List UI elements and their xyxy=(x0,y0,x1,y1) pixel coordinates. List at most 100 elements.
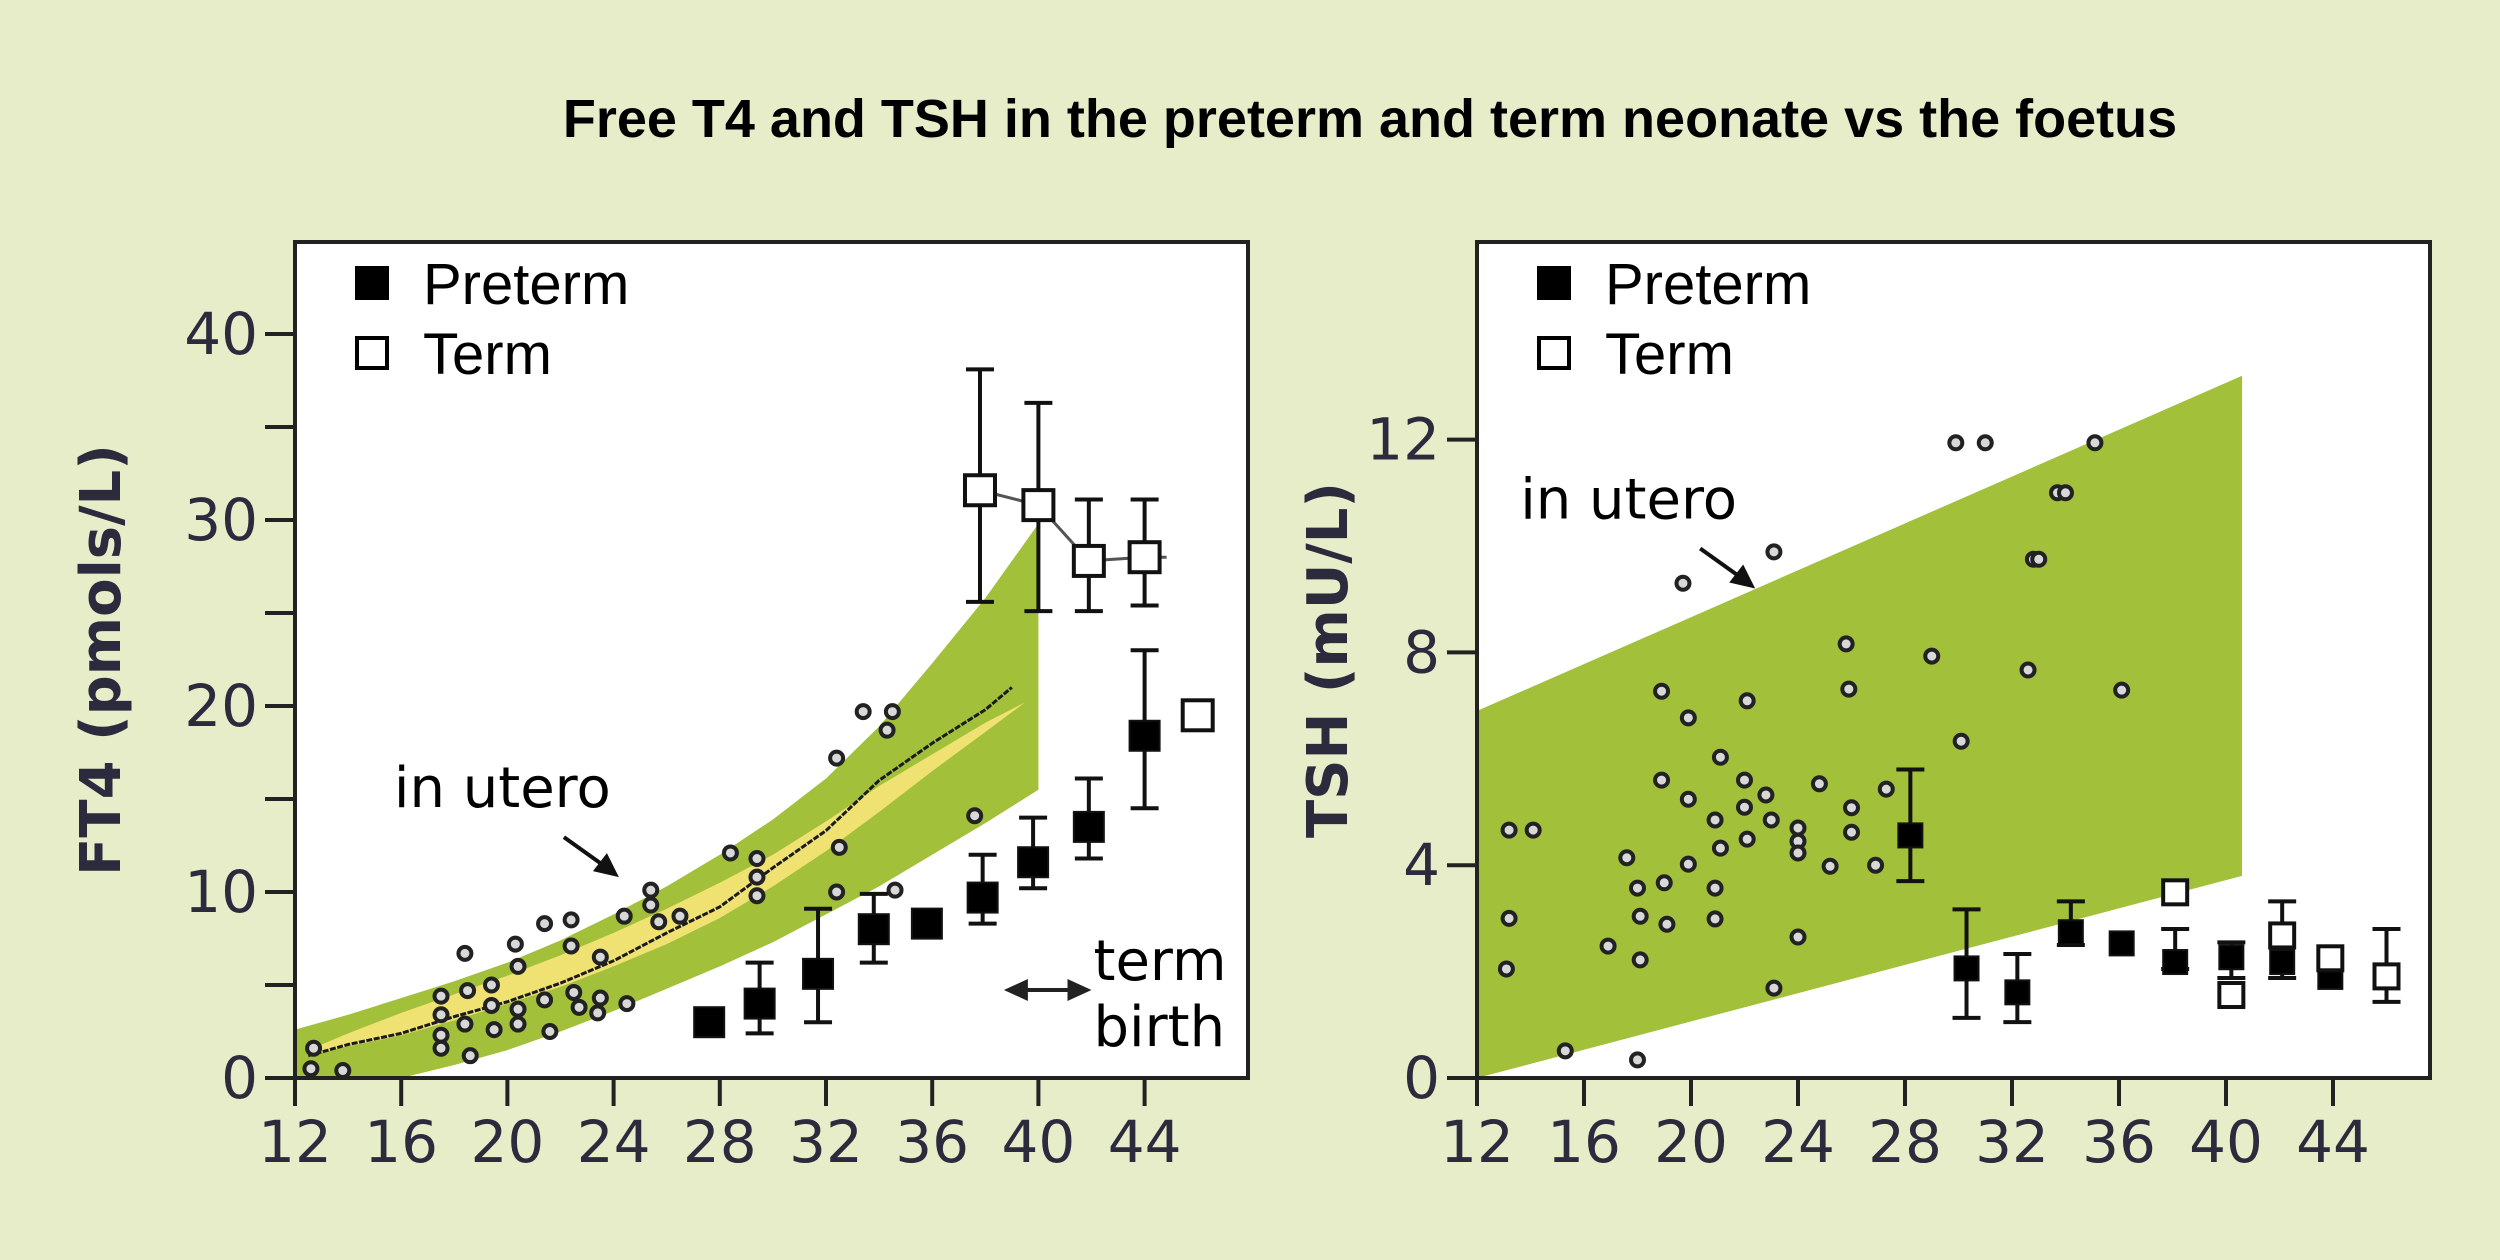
in-utero-point xyxy=(1952,732,1970,750)
in-utero-point xyxy=(1706,879,1724,897)
in-utero-median-curve xyxy=(307,686,1013,1058)
legend-label-preterm: Preterm xyxy=(423,252,629,317)
preterm-marker xyxy=(1953,955,1980,982)
y-axis-label: FT4 (pmols/L) xyxy=(69,444,134,876)
term-marker xyxy=(2372,962,2401,991)
in-utero-point xyxy=(485,1021,503,1039)
y-tick-label: 0 xyxy=(221,1044,258,1112)
term-marker xyxy=(2268,921,2297,950)
x-tick-label: 36 xyxy=(2082,1108,2156,1176)
term-birth-label-line1: term xyxy=(1094,929,1227,994)
in-utero-point xyxy=(459,982,477,1000)
in-utero-point xyxy=(1976,434,1994,452)
in-utero-point xyxy=(432,1039,450,1057)
in-utero-point xyxy=(1765,979,1783,997)
in-utero-point xyxy=(1631,907,1649,925)
in-utero-point xyxy=(615,907,633,925)
in-utero-point xyxy=(878,721,896,739)
in-utero-point xyxy=(1736,771,1753,789)
in-utero-point xyxy=(1877,780,1895,798)
preterm-marker xyxy=(802,957,835,990)
figure-title: Free T4 and TSH in the preterm and term … xyxy=(562,89,2178,149)
in-utero-point xyxy=(1762,811,1780,829)
in-utero-point xyxy=(1789,819,1807,837)
in-utero-point xyxy=(1789,844,1807,862)
in-utero-point xyxy=(305,1039,323,1057)
preterm-marker xyxy=(2218,944,2245,971)
in-utero-point xyxy=(2086,434,2104,452)
in-utero-point xyxy=(2057,484,2074,502)
preterm-marker xyxy=(743,987,776,1020)
arrow-left-icon xyxy=(1003,979,1028,1001)
in-utero-point xyxy=(1923,647,1941,665)
in-utero-point xyxy=(748,850,766,868)
in-utero-point xyxy=(432,987,450,1005)
in-utero-point xyxy=(966,807,984,825)
in-utero-point xyxy=(883,703,901,721)
in-utero-point xyxy=(2030,550,2048,568)
x-tick-label: 40 xyxy=(2189,1108,2263,1176)
in-utero-point xyxy=(1706,811,1724,829)
in-utero-point xyxy=(591,948,609,966)
in-utero-point xyxy=(828,749,846,767)
preterm-marker xyxy=(1072,810,1105,843)
preterm-marker xyxy=(1897,822,1924,849)
y-tick-label: 10 xyxy=(184,858,258,926)
in-utero-label: in utero xyxy=(1520,468,1737,533)
in-utero-point xyxy=(1658,915,1676,933)
preterm-marker xyxy=(2004,979,2031,1006)
term-birth-label-line2: birth xyxy=(1094,995,1226,1060)
preterm-marker xyxy=(966,881,999,914)
in-utero-point xyxy=(562,937,580,955)
y-tick-label: 4 xyxy=(1403,831,1440,899)
in-utero-point xyxy=(1679,855,1697,873)
preterm-marker xyxy=(693,1006,726,1039)
x-tick-label: 44 xyxy=(1108,1108,1182,1176)
x-tick-label: 40 xyxy=(1001,1108,1075,1176)
legend-label-term: Term xyxy=(1605,322,1734,387)
term-marker xyxy=(1180,698,1215,733)
in-utero-point xyxy=(650,913,668,931)
in-utero-point xyxy=(591,989,609,1007)
y-tick-label: 0 xyxy=(1403,1044,1440,1112)
in-utero-point xyxy=(1821,857,1839,875)
in-utero-point xyxy=(671,907,689,925)
in-utero-point xyxy=(562,911,580,929)
ft4-panel: 0 10 20 30 40 12 16 20 24 28 32 36 40 44 FT4 (pmols/L)… xyxy=(69,240,1250,1176)
x-tick-label: 32 xyxy=(1975,1108,2049,1176)
arrow-head-icon xyxy=(592,853,619,878)
in-utero-point xyxy=(1757,786,1775,804)
in-utero-point xyxy=(302,1060,320,1078)
in-utero-point xyxy=(1810,775,1828,793)
in-utero-point xyxy=(482,996,500,1014)
in-utero-point xyxy=(1679,709,1697,727)
in-utero-point xyxy=(886,881,904,899)
y-tick-label: 8 xyxy=(1403,618,1440,686)
in-utero-label: in utero xyxy=(394,756,611,821)
legend-marker-preterm xyxy=(1537,266,1571,300)
term-marker xyxy=(2161,878,2190,907)
in-utero-point xyxy=(1765,543,1783,561)
in-utero-point xyxy=(1653,682,1671,700)
in-utero-point xyxy=(2113,681,2131,699)
preterm-marker xyxy=(2269,949,2296,976)
in-utero-point xyxy=(432,1006,450,1024)
x-tick-label: 24 xyxy=(1761,1108,1835,1176)
in-utero-point xyxy=(1706,910,1724,928)
in-utero-point xyxy=(1679,790,1697,808)
x-tick-label: 20 xyxy=(1654,1108,1728,1176)
in-utero-point xyxy=(536,915,554,933)
in-utero-point xyxy=(1524,821,1542,839)
x-tick-label: 36 xyxy=(895,1108,969,1176)
y-tick-label: 20 xyxy=(184,672,258,740)
legend-marker-term xyxy=(355,336,389,370)
in-utero-point xyxy=(1843,823,1860,841)
in-utero-point xyxy=(1843,799,1860,817)
x-tick-label: 28 xyxy=(1868,1108,1942,1176)
in-utero-point xyxy=(570,998,588,1016)
in-utero-point xyxy=(1556,1042,1574,1060)
in-utero-point xyxy=(482,976,500,994)
arrow-right-icon xyxy=(1067,979,1092,1001)
preterm-marker xyxy=(910,907,943,940)
in-utero-point xyxy=(1655,874,1673,892)
